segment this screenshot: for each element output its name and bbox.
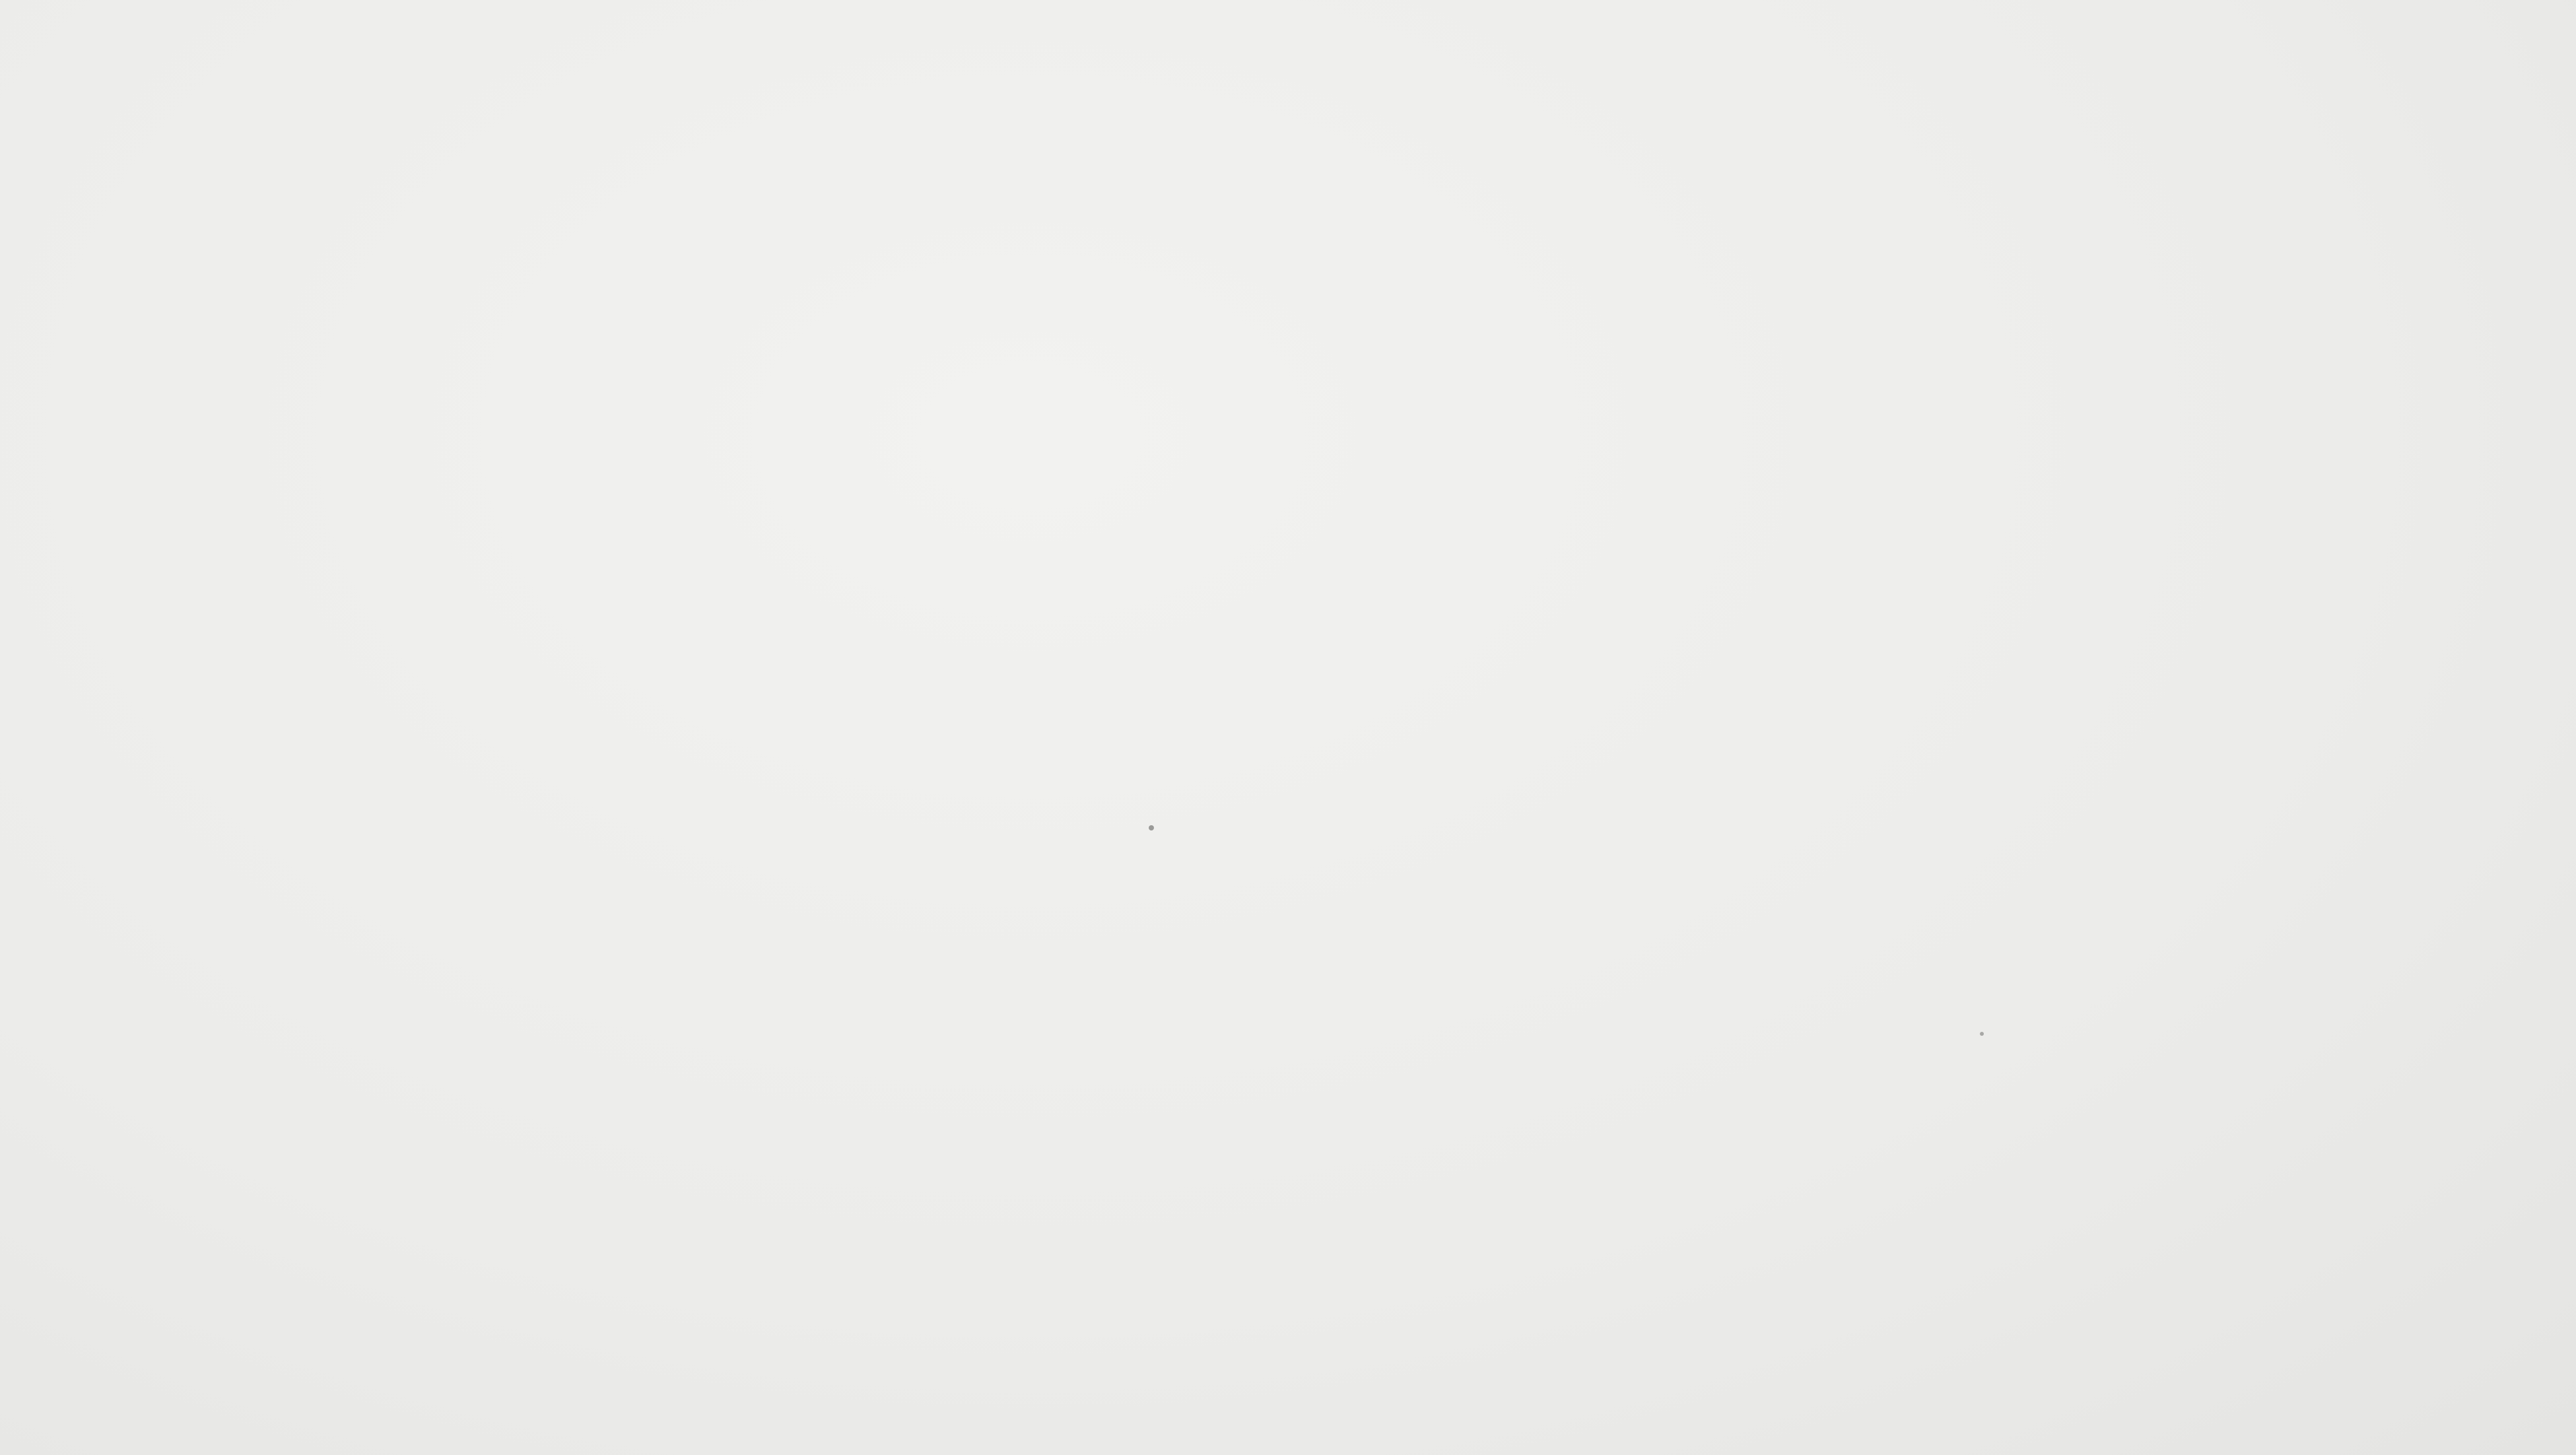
height-brace <box>436 436 538 941</box>
flat-rectangle-figure <box>436 436 1137 1048</box>
block-figure <box>1522 332 2230 969</box>
flat-rectangle <box>533 437 1137 952</box>
depth-brace <box>1522 332 1653 411</box>
paper-speck <box>1980 1032 1984 1036</box>
width-brace <box>536 985 1109 1048</box>
block-top-face <box>1548 353 2198 428</box>
paper-speck <box>1149 825 1154 830</box>
block-front-face <box>1548 420 2183 969</box>
block-side-face <box>2183 353 2230 953</box>
